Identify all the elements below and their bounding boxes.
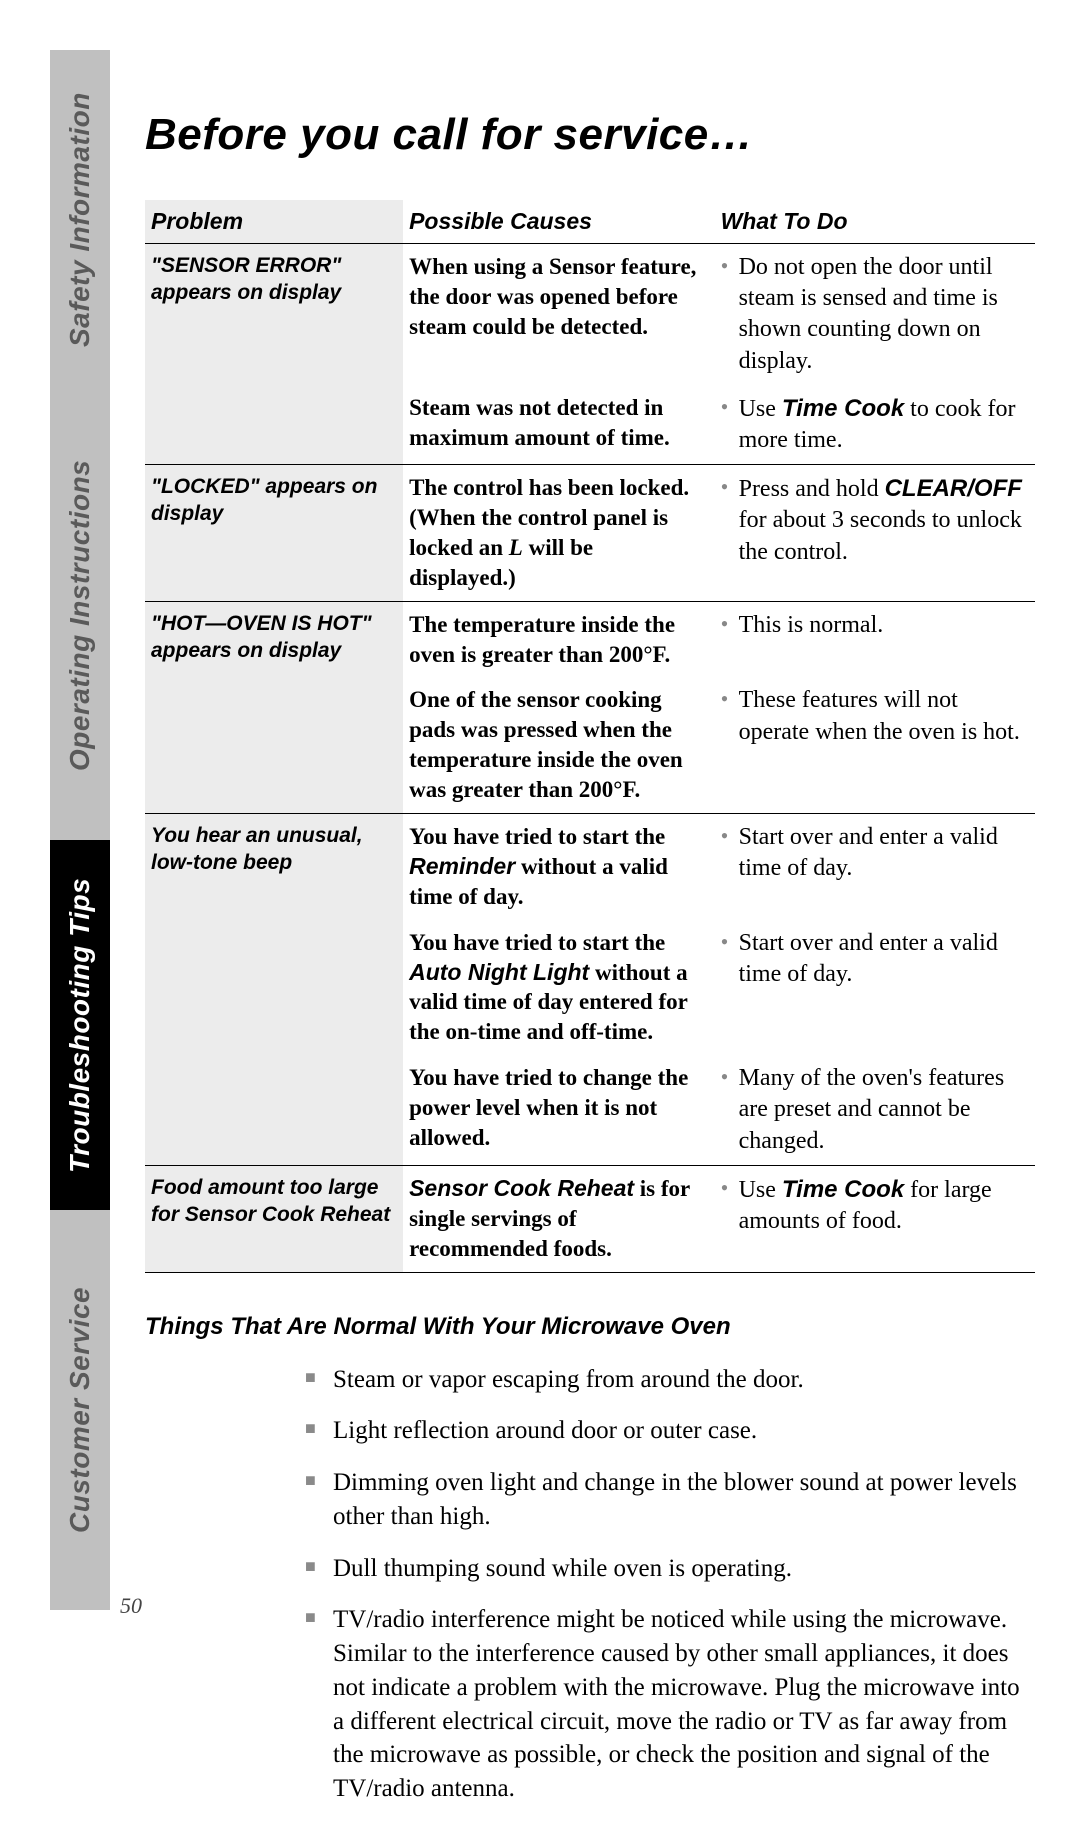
- cell-cause: You have tried to start the Reminder wit…: [403, 814, 715, 920]
- cell-cause: You have tried to change the power level…: [403, 1055, 715, 1165]
- cell-do: These features will not operate when the…: [715, 677, 1035, 813]
- cell-cause: Sensor Cook Reheat is for single serving…: [403, 1165, 715, 1272]
- table-row: You have tried to change the power level…: [145, 1055, 1035, 1165]
- cell-do: Do not open the door until steam is sens…: [715, 244, 1035, 385]
- list-item: Dull thumping sound while oven is operat…: [305, 1552, 1035, 1586]
- cell-problem: You hear an unusual, low-tone beep: [145, 814, 403, 920]
- list-item: Dimming oven light and change in the blo…: [305, 1466, 1035, 1534]
- cell-do: Use Time Cook to cook for more time.: [715, 385, 1035, 465]
- table-row: "HOT—OVEN IS HOT" appears on displayThe …: [145, 601, 1035, 677]
- cell-cause: The control has been locked. (When the c…: [403, 465, 715, 602]
- page-title: Before you call for service…: [145, 110, 1035, 160]
- table-row: Food amount too large for Sensor Cook Re…: [145, 1165, 1035, 1272]
- cell-do: Start over and enter a valid time of day…: [715, 814, 1035, 920]
- sidebar-tab: Customer Service: [50, 1210, 110, 1610]
- page-number: 50: [120, 1593, 142, 1619]
- sidebar-tabs: Safety InformationOperating Instructions…: [50, 50, 110, 1620]
- table-row: "LOCKED" appears on displayThe control h…: [145, 465, 1035, 602]
- table-row: You have tried to start the Auto Night L…: [145, 920, 1035, 1056]
- troubleshooting-table: Problem Possible Causes What To Do "SENS…: [145, 200, 1035, 1273]
- cell-do: Press and hold CLEAR/OFF for about 3 sec…: [715, 465, 1035, 602]
- cell-do: This is normal.: [715, 601, 1035, 677]
- table-row: One of the sensor cooking pads was press…: [145, 677, 1035, 813]
- cell-cause: The temperature inside the oven is great…: [403, 601, 715, 677]
- cell-cause: You have tried to start the Auto Night L…: [403, 920, 715, 1056]
- cell-cause: Steam was not detected in maximum amount…: [403, 385, 715, 465]
- cell-problem: "LOCKED" appears on display: [145, 465, 403, 602]
- cell-problem: "HOT—OVEN IS HOT" appears on display: [145, 601, 403, 677]
- th-do: What To Do: [715, 200, 1035, 244]
- cell-do: Use Time Cook for large amounts of food.: [715, 1165, 1035, 1272]
- cell-problem: [145, 385, 403, 465]
- cell-do: Many of the oven's features are preset a…: [715, 1055, 1035, 1165]
- cell-cause: When using a Sensor feature, the door wa…: [403, 244, 715, 385]
- cell-problem: Food amount too large for Sensor Cook Re…: [145, 1165, 403, 1272]
- cell-problem: [145, 920, 403, 1056]
- list-item: Light reflection around door or outer ca…: [305, 1414, 1035, 1448]
- list-item: TV/radio interference might be noticed w…: [305, 1603, 1035, 1806]
- sidebar-tab: Troubleshooting Tips: [50, 840, 110, 1210]
- cell-do: Start over and enter a valid time of day…: [715, 920, 1035, 1056]
- th-problem: Problem: [145, 200, 403, 244]
- sidebar-tab: Safety Information: [50, 50, 110, 390]
- normal-list: Steam or vapor escaping from around the …: [145, 1363, 1035, 1806]
- normal-heading: Things That Are Normal With Your Microwa…: [145, 1313, 1035, 1341]
- table-row: Steam was not detected in maximum amount…: [145, 385, 1035, 465]
- table-row: You hear an unusual, low-tone beepYou ha…: [145, 814, 1035, 920]
- table-row: "SENSOR ERROR" appears on displayWhen us…: [145, 244, 1035, 385]
- page-content: Before you call for service… Problem Pos…: [145, 110, 1035, 1824]
- list-item: Steam or vapor escaping from around the …: [305, 1363, 1035, 1397]
- th-cause: Possible Causes: [403, 200, 715, 244]
- cell-problem: "SENSOR ERROR" appears on display: [145, 244, 403, 385]
- cell-cause: One of the sensor cooking pads was press…: [403, 677, 715, 813]
- cell-problem: [145, 677, 403, 813]
- cell-problem: [145, 1055, 403, 1165]
- sidebar-tab: Operating Instructions: [50, 390, 110, 840]
